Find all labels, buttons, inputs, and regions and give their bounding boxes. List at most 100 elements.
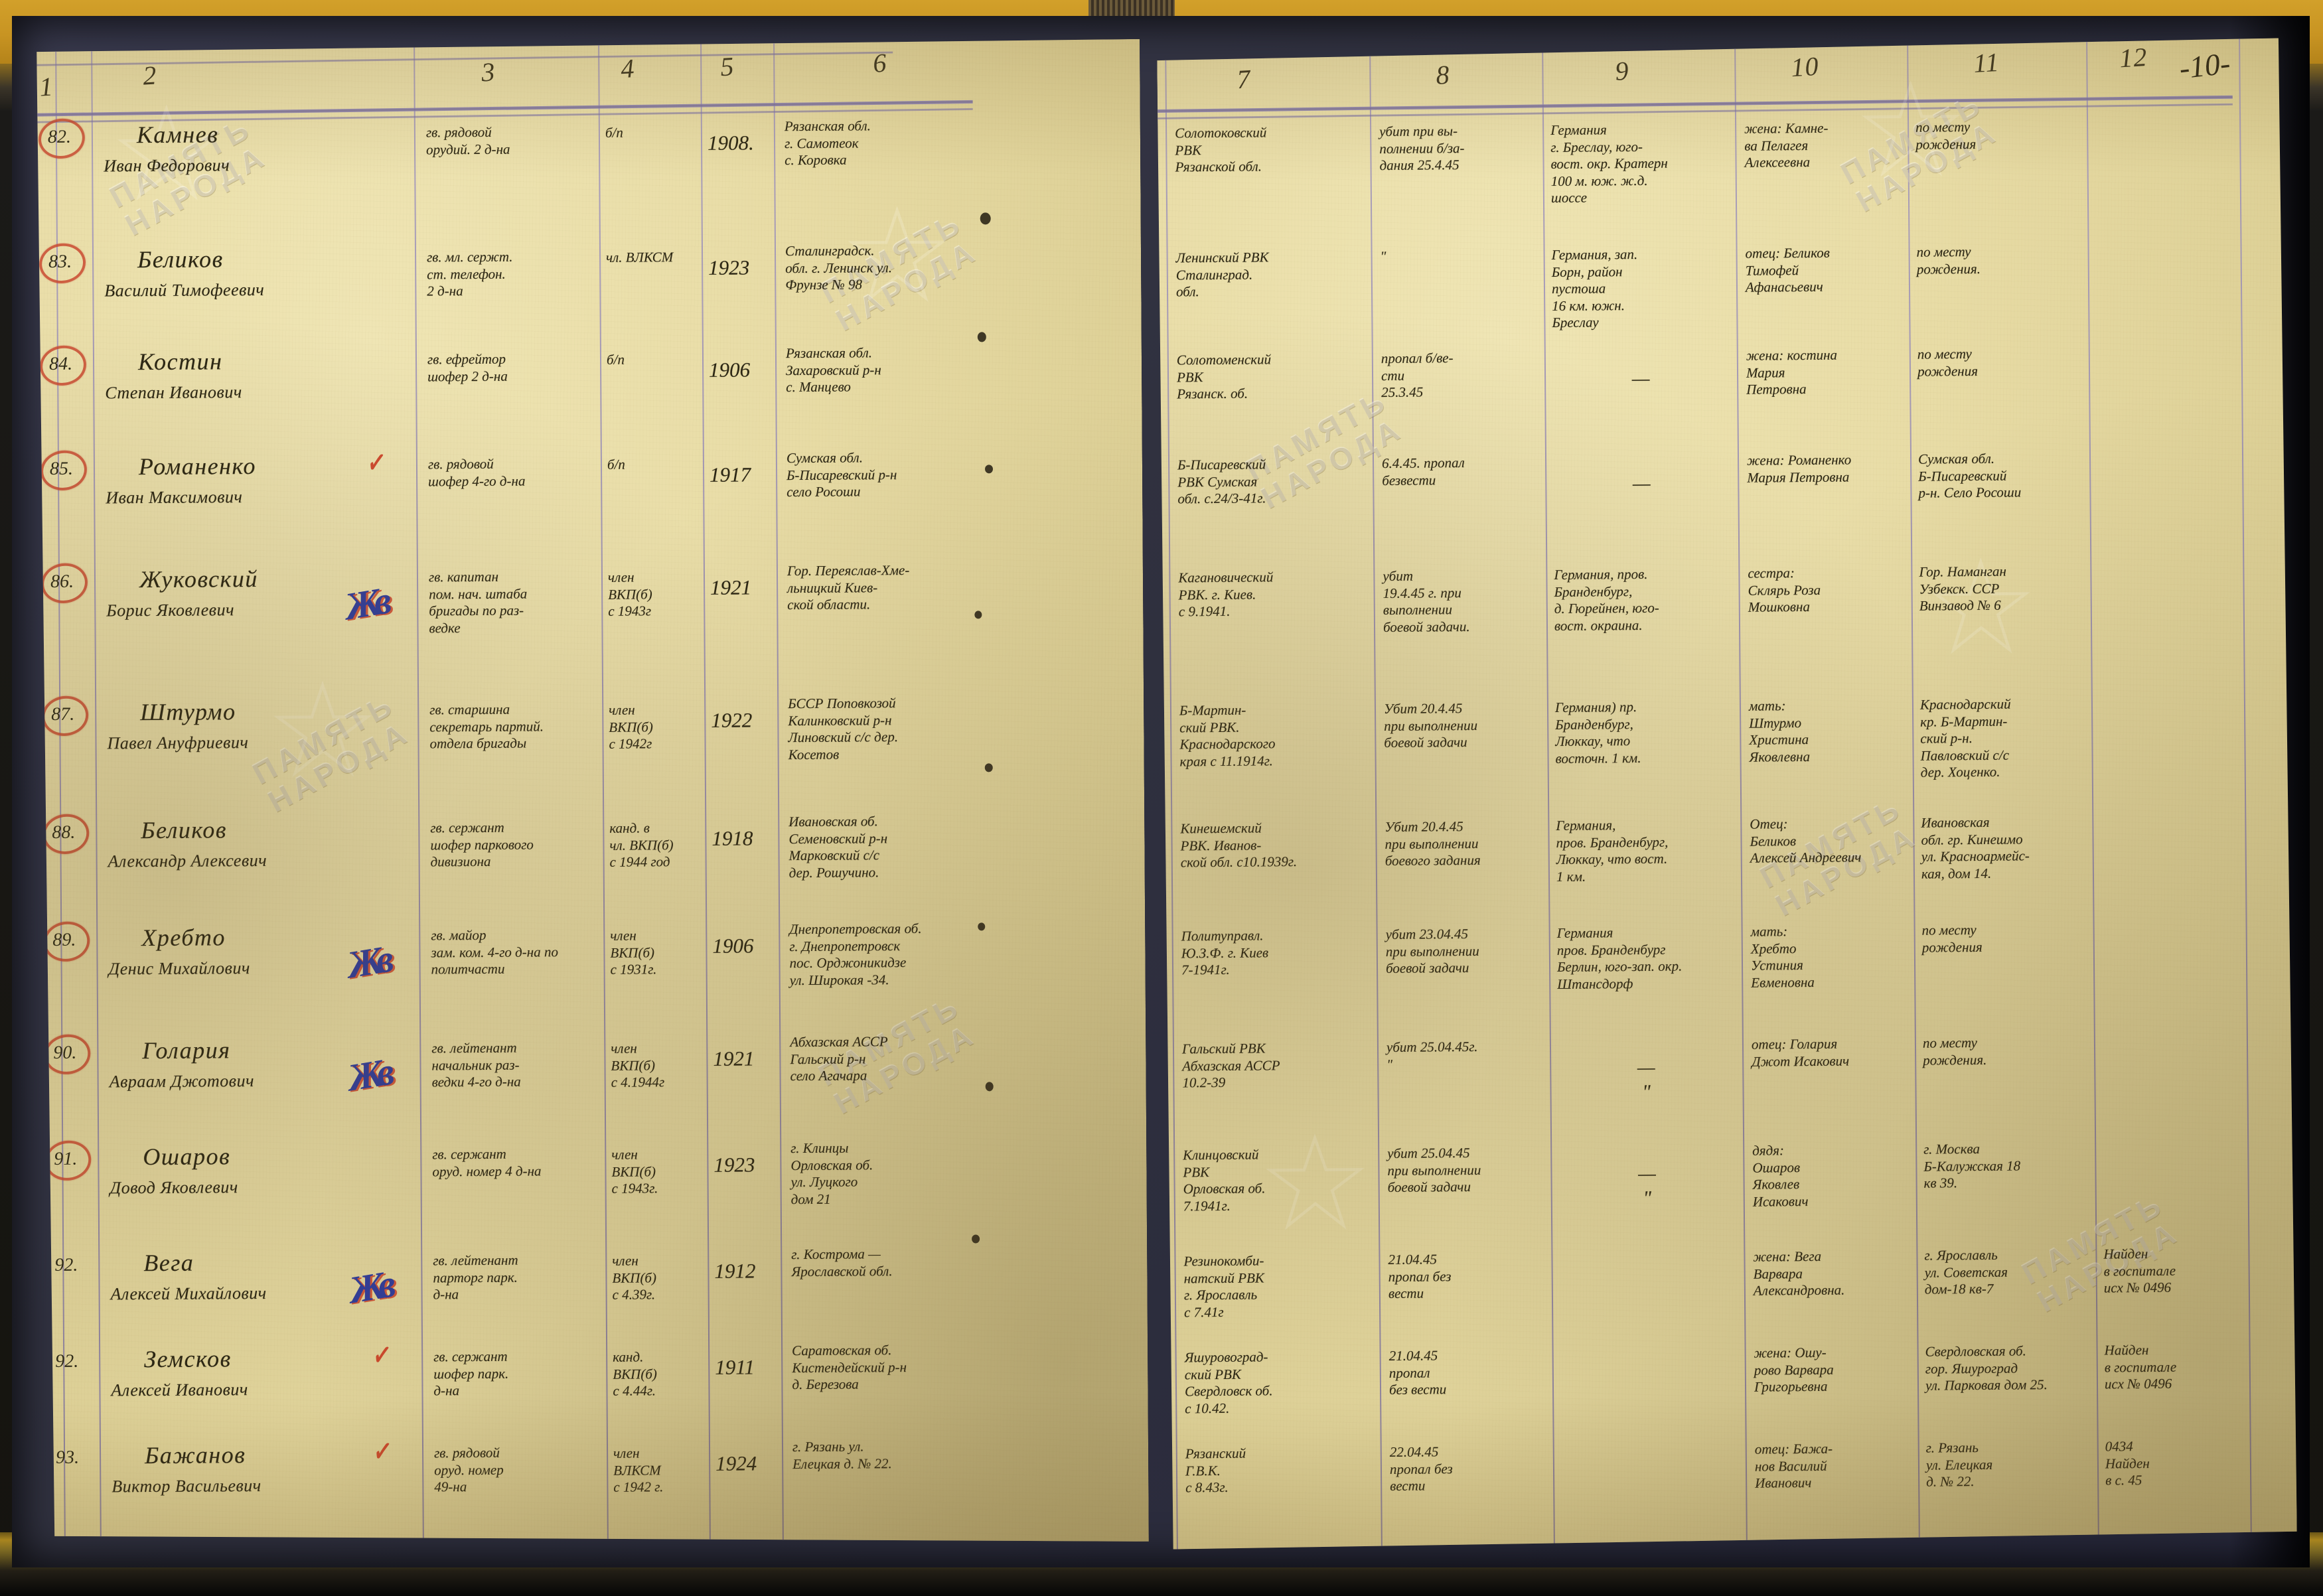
rank-position: гв. лейтенант начальник раз- ведки 4-го … bbox=[431, 1039, 521, 1090]
birthplace: Ивановская об. Семеновский р-н Марковски… bbox=[788, 813, 888, 881]
ink-scribble-mark: Жв bbox=[346, 1262, 392, 1312]
draft-office-rvk: Ленинский РВК Сталинград. обл. bbox=[1175, 249, 1269, 300]
fate-and-date: 22.04.45 пропал без вести bbox=[1389, 1443, 1453, 1494]
draft-office-rvk: Б-Писаревский РВК Сумская обл. с.24/3-41… bbox=[1177, 456, 1266, 507]
burial-place: Германия, пров. Бранденбург, д. Гюрейнен… bbox=[1554, 565, 1659, 634]
row-number: 82. bbox=[47, 126, 72, 147]
birth-year: 1908. bbox=[707, 131, 754, 155]
remarks-note bbox=[2097, 449, 2238, 450]
birth-year: 1922 bbox=[711, 708, 753, 732]
row-number: 93. bbox=[56, 1447, 80, 1468]
relative-name: жена: Вега Варвара Александровна. bbox=[1753, 1248, 1845, 1299]
column-rule bbox=[2239, 38, 2252, 1541]
column-header-3: 3 bbox=[481, 56, 496, 88]
patronymic: Иван Федорович bbox=[104, 155, 230, 176]
surname: Беликов bbox=[141, 816, 228, 844]
column-header-12: 12 bbox=[2118, 41, 2148, 74]
paper-blemish bbox=[985, 763, 993, 772]
column-rule bbox=[1369, 45, 1383, 1548]
fate-and-date: " bbox=[1380, 248, 1386, 265]
relative-address: по месту рождения bbox=[1917, 346, 1978, 380]
draft-office-rvk: Б-Мартин- ский РВК. Краснодарского края … bbox=[1179, 701, 1276, 770]
draft-office-rvk: Клинцовский РВК Орловская об. 7.1941г. bbox=[1183, 1146, 1266, 1214]
burial-place bbox=[1559, 1249, 1737, 1250]
relative-name: мать: Хребто Устиния Евменовна bbox=[1750, 923, 1815, 991]
burial-place bbox=[1561, 1441, 1739, 1443]
party-membership: член ВКП(б) с 4.39г. bbox=[612, 1252, 657, 1303]
relative-name: жена: Романенко Мария Петровна bbox=[1746, 451, 1852, 486]
patronymic: Александр Алексевич bbox=[108, 850, 267, 871]
rank-position: гв. рядовой оруд. номер 49-на bbox=[433, 1444, 504, 1495]
birthplace: Саратовская об. Кистендейский р-н д. Бер… bbox=[792, 1342, 907, 1393]
birthplace: Гор. Переяслав-Хме- льницкий Киев- ской … bbox=[787, 562, 910, 613]
paper-blemish bbox=[980, 212, 991, 224]
party-membership: член ВЛКСМ с 1942 г. bbox=[613, 1445, 664, 1496]
relative-address: Ивановская обл. гр. Кинешмо ул. Красноар… bbox=[1921, 814, 2030, 882]
burial-place: Германия пров. Бранденбург Берлин, юго-з… bbox=[1556, 924, 1683, 992]
rank-position: гв. рядовой орудий. 2 д-на bbox=[425, 123, 510, 158]
paper-blemish bbox=[978, 332, 986, 342]
row-number: 88. bbox=[52, 822, 76, 843]
relative-name: жена: костина Мария Петровна bbox=[1746, 346, 1838, 398]
header-rule2 bbox=[1158, 104, 2233, 119]
rank-position: гв. сержант шофер парк. д-на bbox=[433, 1348, 509, 1399]
relative-name: отец: Голария Джот Исакович bbox=[1751, 1035, 1850, 1070]
draft-office-rvk: Солотоковский РВК Рязанской обл. bbox=[1175, 124, 1267, 175]
party-membership: б/п bbox=[605, 124, 623, 141]
party-membership: член ВКП(б) с 4.1944г bbox=[611, 1040, 665, 1091]
burial-place: — " bbox=[1638, 1162, 1657, 1209]
rank-position: гв. старшина секретарь партий. отдела бр… bbox=[429, 701, 544, 752]
surname: Камнев bbox=[136, 121, 219, 149]
remarks-note bbox=[2097, 344, 2237, 345]
relative-name: дядя: Ошаров Яковлев Исакович bbox=[1752, 1142, 1809, 1210]
relative-address: г. Ярославль ул. Советская дом-18 кв-7 bbox=[1924, 1246, 2008, 1297]
column-header-1: 1 bbox=[38, 71, 54, 102]
row-number: 92. bbox=[55, 1350, 79, 1372]
patronymic: Алексей Иванович bbox=[111, 1380, 248, 1400]
patronymic: Василий Тимофеевич bbox=[104, 279, 265, 301]
birth-year: 1906 bbox=[708, 358, 751, 382]
column-rule bbox=[598, 42, 609, 1545]
birthplace: Рязанская обл. г. Самотеок с. Коровка bbox=[784, 117, 871, 169]
rank-position: гв. майор зам. ком. 4-го д-на по политча… bbox=[431, 926, 558, 978]
birth-year: 1923 bbox=[708, 255, 750, 279]
relative-address: г. Москва Б-Калужская 18 кв 39. bbox=[1923, 1141, 2021, 1191]
fate-and-date: 21.04.45 пропал без вести bbox=[1388, 1347, 1447, 1398]
relative-address: Сумская обл. Б-Писаревский р-н. Село Рос… bbox=[1917, 450, 2022, 501]
burial-place: Германия) пр. Бранденбург, Люккау, что в… bbox=[1554, 699, 1641, 766]
draft-office-rvk: Солотоменский РВК Рязанск. об. bbox=[1176, 351, 1272, 402]
draft-office-rvk: Гальский РВК Абхазская АССР 10.2-39 bbox=[1181, 1040, 1280, 1091]
rank-position: гв. сержант оруд. номер 4 д-на bbox=[432, 1145, 542, 1180]
birthplace: Днепропетровская об. г. Днепропетровск п… bbox=[789, 920, 922, 988]
relative-name: сестра: Склярь Роза Мошковна bbox=[1748, 565, 1821, 615]
fate-and-date: 21.04.45 пропал без вести bbox=[1388, 1251, 1452, 1302]
row-number: 85. bbox=[49, 458, 74, 479]
rank-position: гв. сержант шофер паркового дивизиона bbox=[430, 819, 534, 870]
remarks-note bbox=[2095, 117, 2235, 118]
relative-address: Гор. Наманган Узбекск. ССР Винзавод № 6 bbox=[1919, 563, 2006, 614]
relative-address: по месту рождения. bbox=[1922, 1035, 1987, 1068]
ledger-page-left: 1 2 3 4 5 6 ПАМЯТЬ НАРОДА ПАМЯТЬ НАРОДА … bbox=[30, 39, 1149, 1548]
column-header-9: 9 bbox=[1614, 55, 1630, 86]
birth-year: 1906 bbox=[712, 934, 754, 958]
party-membership: член ВКП(б) с 1943г bbox=[607, 569, 652, 620]
remarks-note bbox=[2095, 242, 2236, 243]
birth-year: 1923 bbox=[713, 1153, 755, 1177]
fate-and-date: убит при вы- полнении б/за- дания 25.4.4… bbox=[1379, 123, 1465, 174]
burial-place: — bbox=[1632, 472, 1652, 495]
column-header-5: 5 bbox=[719, 51, 735, 82]
birth-year: 1918 bbox=[712, 826, 753, 850]
burial-place: Германия, пров. Бранденбург, Люккау, что… bbox=[1556, 817, 1669, 885]
relative-address: Краснодарский кр. Б-Мартин- ский р-н. Па… bbox=[1919, 695, 2011, 781]
fate-and-date: убит 19.4.45 г. при выполнении боевой за… bbox=[1383, 567, 1470, 635]
birth-year: 1924 bbox=[715, 1451, 757, 1475]
column-header-7: 7 bbox=[1236, 64, 1252, 95]
row-number: 86. bbox=[50, 571, 74, 592]
party-membership: канд. в чл. ВКП(б) с 1944 год bbox=[609, 820, 674, 871]
birth-year: 1911 bbox=[715, 1355, 755, 1379]
birth-year: 1921 bbox=[713, 1047, 755, 1070]
draft-office-rvk: Рязанский Г.В.К. с 8.43г. bbox=[1185, 1445, 1246, 1496]
burial-place: Германия, зап. Борн, район пустоша 16 км… bbox=[1551, 246, 1638, 331]
relative-address: по месту рождения. bbox=[1916, 244, 1981, 277]
